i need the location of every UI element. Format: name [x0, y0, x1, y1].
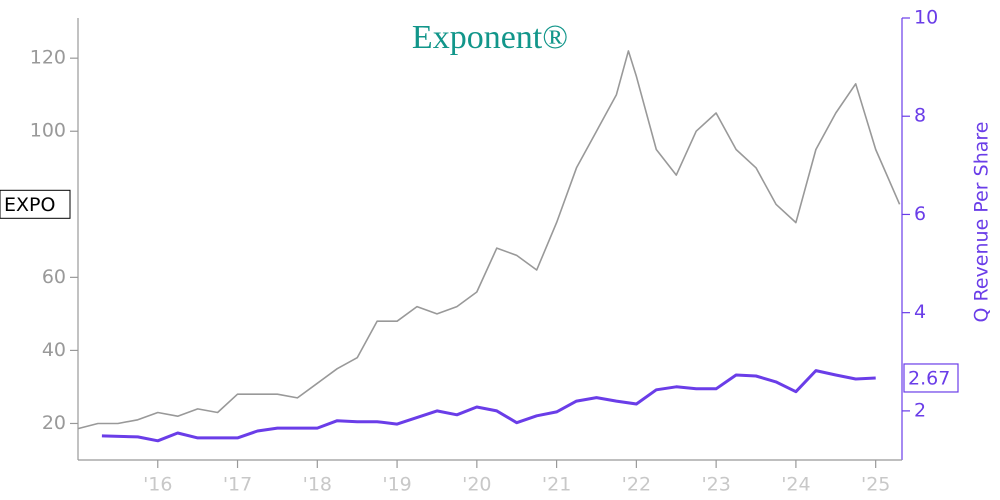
- y2-axis-label: Q Revenue Per Share: [971, 122, 993, 323]
- x-tick-label: '24: [781, 474, 810, 496]
- series-line: [101, 369, 876, 443]
- y2-tick-label: 2: [914, 399, 926, 421]
- y-tick-label: 20: [42, 412, 66, 434]
- x-tick-label: '25: [861, 474, 890, 496]
- x-tick-label: '23: [701, 474, 730, 496]
- ticker-box: [0, 189, 71, 219]
- chart-title: Exponent®: [412, 19, 568, 56]
- y2-tick-label: 6: [914, 203, 926, 225]
- x-tick-label: '22: [622, 474, 651, 496]
- ticker-label: EXPO: [4, 194, 55, 216]
- x-tick-label: '21: [542, 474, 571, 496]
- y-tick-label: 100: [30, 120, 66, 142]
- y2-tick-label: 4: [914, 301, 926, 323]
- y-tick-label: 60: [42, 266, 66, 288]
- x-tick-label: '17: [223, 474, 252, 496]
- y2-tick-label: 10: [914, 7, 938, 29]
- x-tick-label: '19: [382, 474, 411, 496]
- y-tick-label: 120: [30, 47, 66, 69]
- last-value-label: 2.67: [908, 367, 950, 389]
- x-tick-label: '16: [143, 474, 172, 496]
- x-tick-label: '18: [303, 474, 332, 496]
- series-line: [77, 50, 901, 430]
- x-tick-label: '20: [462, 474, 491, 496]
- last-value-box: [903, 363, 959, 393]
- y-tick-label: 40: [42, 339, 66, 361]
- y2-tick-label: 8: [914, 105, 926, 127]
